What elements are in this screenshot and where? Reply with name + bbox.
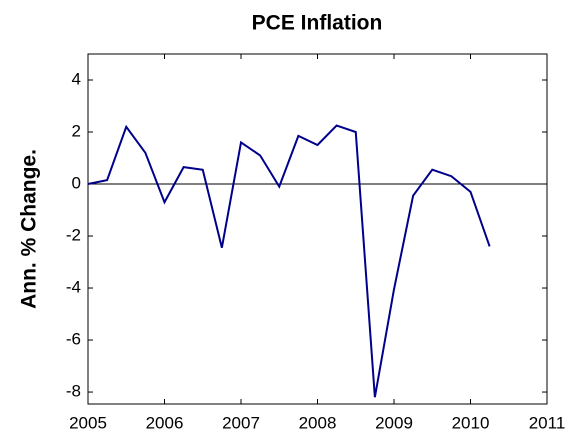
x-tick-label: 2009	[375, 413, 413, 432]
line	[87, 124, 491, 398]
y-tick-label: 0	[72, 173, 81, 192]
x-tick-label: 2011	[529, 413, 566, 432]
y-tick-label: -4	[66, 278, 81, 297]
x-tick-label: 2006	[146, 413, 184, 432]
y-tick-label: -6	[66, 330, 81, 349]
y-tick-label: 2	[72, 121, 81, 140]
y-axis-label: Ann. % Change.	[18, 149, 41, 309]
x-tick-label: 2010	[452, 413, 490, 432]
x-tick-label: 2008	[299, 413, 337, 432]
x-tick-label: 2007	[222, 413, 260, 432]
y-tick-label: -8	[66, 382, 81, 401]
x-tick-label: 2005	[69, 413, 107, 432]
chart-title: PCE Inflation	[252, 12, 383, 35]
plot-area	[87, 53, 548, 405]
y-tick-label: -2	[66, 226, 81, 245]
y-tick-label: 4	[72, 69, 81, 88]
